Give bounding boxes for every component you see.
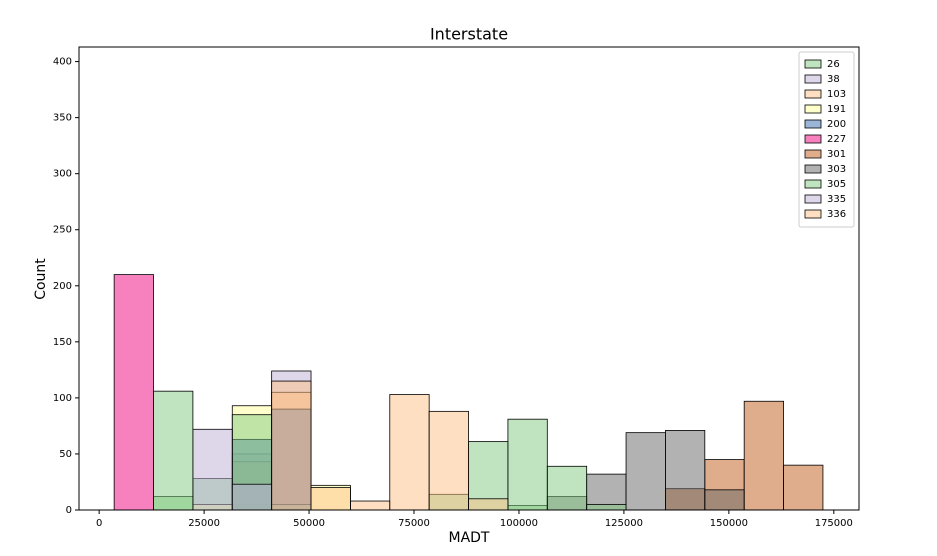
x-tick-label: 0 bbox=[96, 518, 102, 529]
legend-swatch bbox=[804, 179, 822, 189]
legend-label: 336 bbox=[827, 209, 846, 220]
legend-label: 103 bbox=[827, 89, 846, 100]
bar bbox=[231, 483, 273, 511]
y-tick-label: 150 bbox=[53, 337, 72, 348]
legend-label: 301 bbox=[827, 149, 846, 160]
bar bbox=[625, 432, 666, 511]
y-tick-label: 50 bbox=[59, 449, 72, 460]
x-axis-label: MADT bbox=[449, 530, 490, 546]
x-tick-label: 125000 bbox=[605, 518, 643, 529]
bar bbox=[271, 380, 312, 511]
legend-label: 303 bbox=[827, 164, 846, 175]
y-tick-label: 200 bbox=[53, 281, 72, 292]
x-tick-label: 50000 bbox=[293, 518, 325, 529]
legend-swatch bbox=[804, 134, 822, 144]
legend-swatch bbox=[804, 164, 822, 174]
bar bbox=[546, 465, 588, 511]
bar bbox=[113, 274, 154, 511]
legend-swatch bbox=[804, 104, 822, 114]
legend-swatch bbox=[804, 194, 822, 204]
bar bbox=[350, 500, 391, 511]
legend-label: 38 bbox=[827, 74, 840, 85]
legend-swatch bbox=[804, 119, 822, 129]
bar bbox=[468, 498, 509, 511]
y-tick-label: 0 bbox=[66, 505, 72, 516]
legend-label: 305 bbox=[827, 179, 846, 190]
x-tick-label: 25000 bbox=[188, 518, 220, 529]
x-tick-label: 100000 bbox=[500, 518, 538, 529]
legend-label: 191 bbox=[827, 104, 846, 115]
y-tick-label: 100 bbox=[53, 393, 72, 404]
bar bbox=[586, 503, 627, 511]
bar bbox=[783, 464, 824, 511]
plot-frame bbox=[78, 46, 860, 511]
legend-label: 200 bbox=[827, 119, 846, 130]
bar bbox=[507, 418, 548, 511]
bar bbox=[310, 487, 351, 511]
bar bbox=[428, 410, 469, 511]
chart-title: Interstate bbox=[430, 25, 508, 44]
bar bbox=[743, 400, 784, 511]
bar bbox=[389, 394, 430, 511]
legend-swatch bbox=[804, 209, 822, 219]
y-tick-label: 300 bbox=[53, 169, 72, 180]
legend-swatch bbox=[804, 59, 822, 69]
bar bbox=[192, 428, 233, 511]
y-tick-label: 250 bbox=[53, 225, 72, 236]
y-axis-label: Count bbox=[33, 258, 49, 300]
bar bbox=[153, 390, 194, 511]
legend-swatch bbox=[804, 149, 822, 159]
x-tick-label: 150000 bbox=[710, 518, 748, 529]
x-tick-label: 75000 bbox=[398, 518, 430, 529]
legend-label: 335 bbox=[827, 194, 846, 205]
y-tick-label: 400 bbox=[53, 57, 72, 68]
legend-swatch bbox=[804, 89, 822, 99]
legend-label: 227 bbox=[827, 134, 846, 145]
bar bbox=[704, 489, 745, 511]
legend-label: 26 bbox=[827, 59, 840, 70]
legend-swatch bbox=[804, 74, 822, 84]
y-tick-label: 350 bbox=[53, 113, 72, 124]
bar bbox=[665, 430, 706, 511]
x-tick-label: 175000 bbox=[815, 518, 853, 529]
